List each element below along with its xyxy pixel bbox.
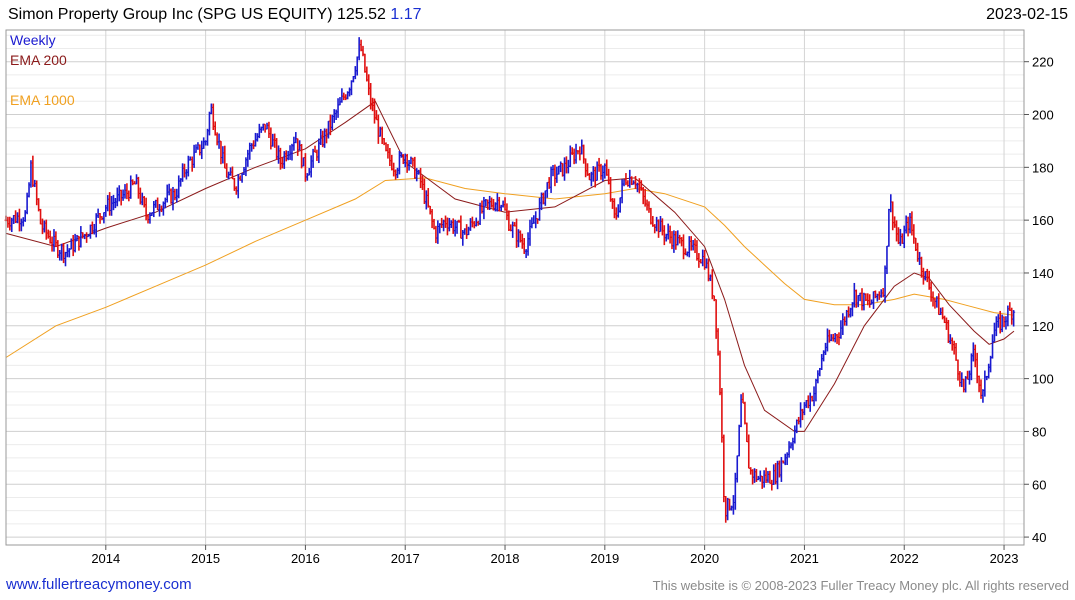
y-tick-label: 160 [1032,213,1054,228]
y-tick-label: 100 [1032,372,1054,387]
chart-header: Simon Property Group Inc (SPG US EQUITY)… [8,6,422,24]
y-tick-label: 180 [1032,160,1054,175]
price-change: 1.17 [390,6,422,23]
y-tick-label: 80 [1032,424,1046,439]
ema-200-layer [5,100,1015,432]
chart-date: 2023-02-15 [986,6,1068,23]
x-tick-label: 2019 [590,551,619,566]
y-tick-label: 200 [1032,108,1054,123]
x-tick-label: 2020 [690,551,719,566]
x-tick-label: 2017 [391,551,420,566]
axes: 40 60 80 100 120 140 160 180 200 220 2014 2015 2016 2… [91,55,1053,566]
last-price: 125.52 [337,6,386,23]
chart-title: Simon Property Group Inc (SPG US EQUITY) [8,6,333,23]
x-tick-label: 2022 [890,551,919,566]
y-tick-label: 220 [1032,55,1054,70]
legend-ema-200: EMA 200 [10,52,67,68]
y-tick-label: 140 [1032,266,1054,281]
y-tick-label: 60 [1032,477,1046,492]
x-tick-label: 2015 [191,551,220,566]
x-tick-label: 2023 [990,551,1019,566]
ema-200-line [5,100,1015,432]
x-tick-label: 2014 [91,551,120,566]
grid [6,30,1024,545]
legend-ema-1000: EMA 1000 [10,92,75,108]
legend: Weekly EMA 200 EMA 1000 [10,32,75,108]
x-tick-label: 2016 [291,551,320,566]
weekly-bars [4,37,1016,523]
x-tick-label: 2021 [790,551,819,566]
y-tick-label: 40 [1032,530,1046,545]
copyright-notice: This website is © 2008-2023 Fuller Treac… [652,578,1069,593]
plot-frame [5,29,1025,546]
y-tick-label: 120 [1032,319,1054,334]
x-tick-label: 2018 [491,551,520,566]
legend-weekly: Weekly [10,32,56,48]
site-link[interactable]: www.fullertreacymoney.com [6,576,192,593]
